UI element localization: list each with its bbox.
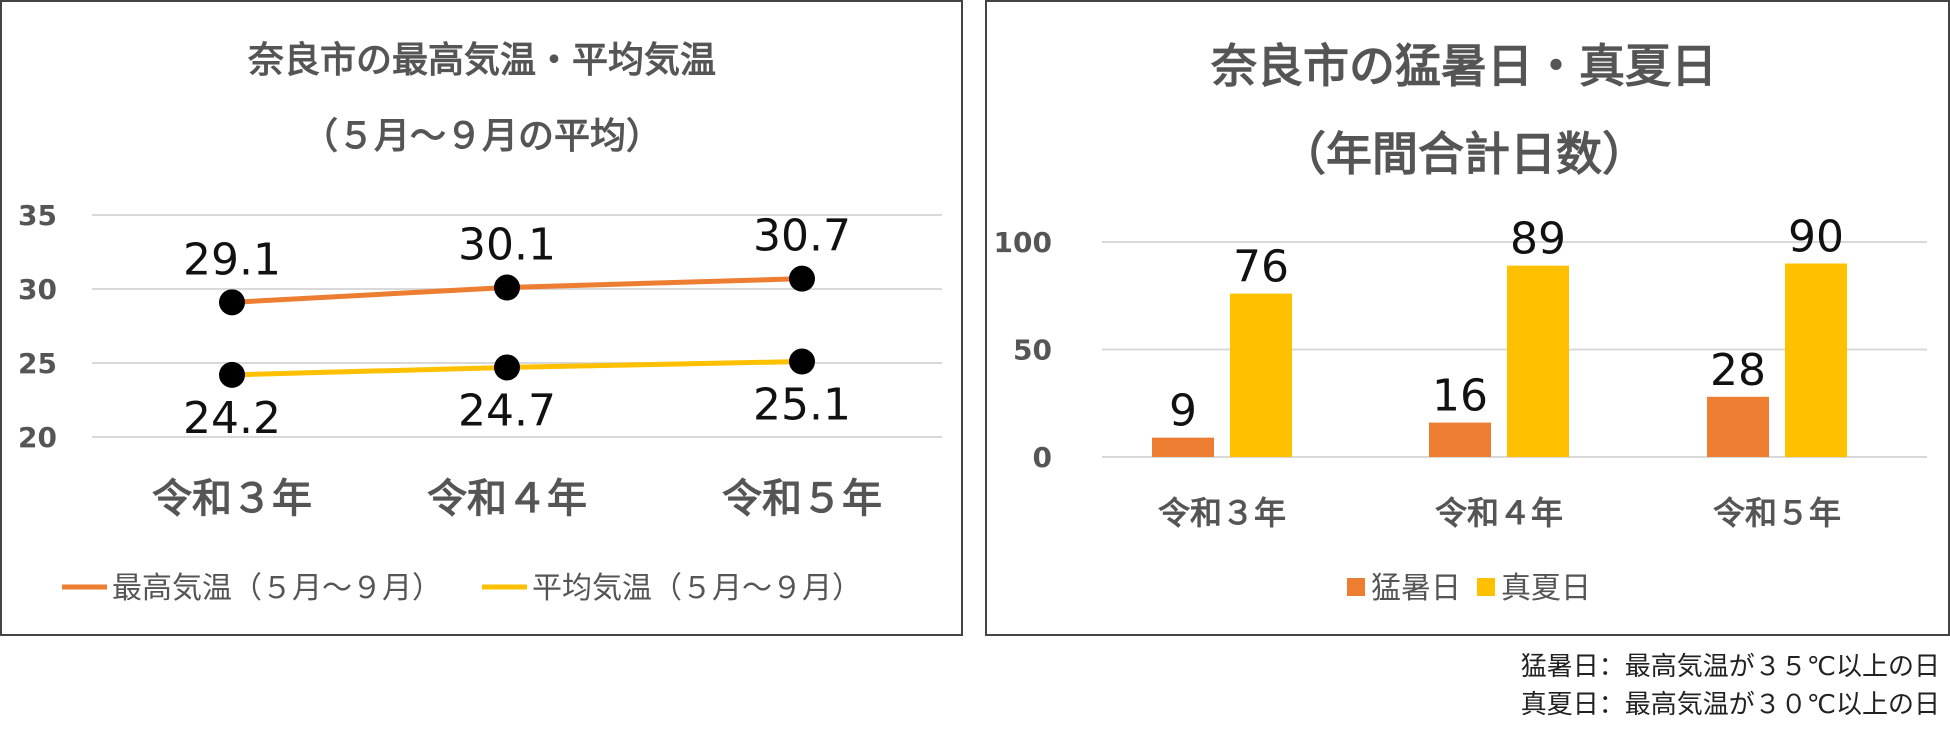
data-label: 25.1 — [753, 380, 851, 431]
legend-label: 平均気温（５月～９月） — [532, 571, 862, 606]
bar — [1707, 396, 1769, 457]
footnote-manatsu: 真夏日：最高気温が３０℃以上の日 — [1520, 690, 1940, 720]
data-label: 89 — [1510, 214, 1566, 265]
legend-label: 真夏日 — [1501, 571, 1591, 606]
data-point — [219, 289, 245, 316]
bar-chart-subtitle: （年間合計日数） — [1280, 127, 1648, 181]
data-label: 30.7 — [753, 211, 851, 262]
y-tick-label: 100 — [994, 226, 1052, 259]
data-label: 90 — [1788, 212, 1844, 263]
line-chart-title: 奈良市の最高気温・平均気温 — [247, 40, 716, 81]
bar-chart-title: 奈良市の猛暑日・真夏日 — [1210, 39, 1717, 93]
legend-swatch — [1477, 578, 1495, 596]
bar — [1785, 263, 1847, 457]
y-tick-label: 35 — [18, 199, 57, 232]
x-category-label: 令和５年 — [722, 476, 882, 522]
line-chart-subtitle: （５月～９月の平均） — [302, 116, 662, 157]
bar — [1152, 437, 1214, 457]
bar — [1507, 265, 1569, 457]
bar-chart-svg: 奈良市の猛暑日・真夏日 （年間合計日数） 0 50 100 令和３年 令和４年 令和５年 9… — [994, 39, 1927, 606]
data-point — [789, 348, 815, 375]
legend-swatch — [1347, 578, 1365, 596]
data-point — [494, 274, 520, 301]
data-label: 76 — [1233, 242, 1289, 293]
y-tick-label: 25 — [18, 347, 57, 380]
bar-chart-panel: 奈良市の猛暑日・真夏日 （年間合計日数） 0 50 100 令和３年 令和４年 令和５年 9… — [985, 0, 1950, 636]
data-label: 29.1 — [183, 234, 281, 285]
bar — [1230, 293, 1292, 457]
data-label: 24.7 — [458, 385, 556, 436]
x-category-label: 令和５年 — [1713, 494, 1841, 532]
data-point — [789, 265, 815, 292]
y-tick-label: 20 — [18, 421, 57, 454]
x-category-label: 令和３年 — [152, 476, 312, 522]
legend-label: 猛暑日 — [1371, 571, 1461, 606]
y-tick-label: 30 — [18, 273, 57, 306]
y-tick-label: 50 — [1013, 334, 1052, 367]
legend-label: 最高気温（５月～９月） — [112, 571, 442, 606]
line-chart-panel: 奈良市の最高気温・平均気温 （５月～９月の平均） 20 25 30 35 令和３年 令和４… — [0, 0, 963, 636]
y-tick-label: 0 — [1033, 441, 1052, 474]
data-label: 28 — [1710, 345, 1766, 396]
data-label: 9 — [1169, 386, 1197, 437]
bar — [1429, 422, 1491, 457]
data-label: 24.2 — [183, 393, 281, 444]
line-chart-svg: 奈良市の最高気温・平均気温 （５月～９月の平均） 20 25 30 35 令和３年 令和４… — [18, 40, 942, 606]
x-category-label: 令和４年 — [1435, 494, 1563, 532]
x-category-label: 令和４年 — [427, 476, 587, 522]
x-category-label: 令和３年 — [1158, 494, 1286, 532]
data-label: 30.1 — [458, 220, 556, 271]
data-point — [494, 354, 520, 381]
data-label: 16 — [1432, 371, 1488, 422]
footnote-mosho: 猛暑日：最高気温が３５℃以上の日 — [1520, 652, 1940, 682]
footnotes: 猛暑日：最高気温が３５℃以上の日 真夏日：最高気温が３０℃以上の日 — [1521, 648, 1940, 724]
data-point — [219, 361, 245, 388]
